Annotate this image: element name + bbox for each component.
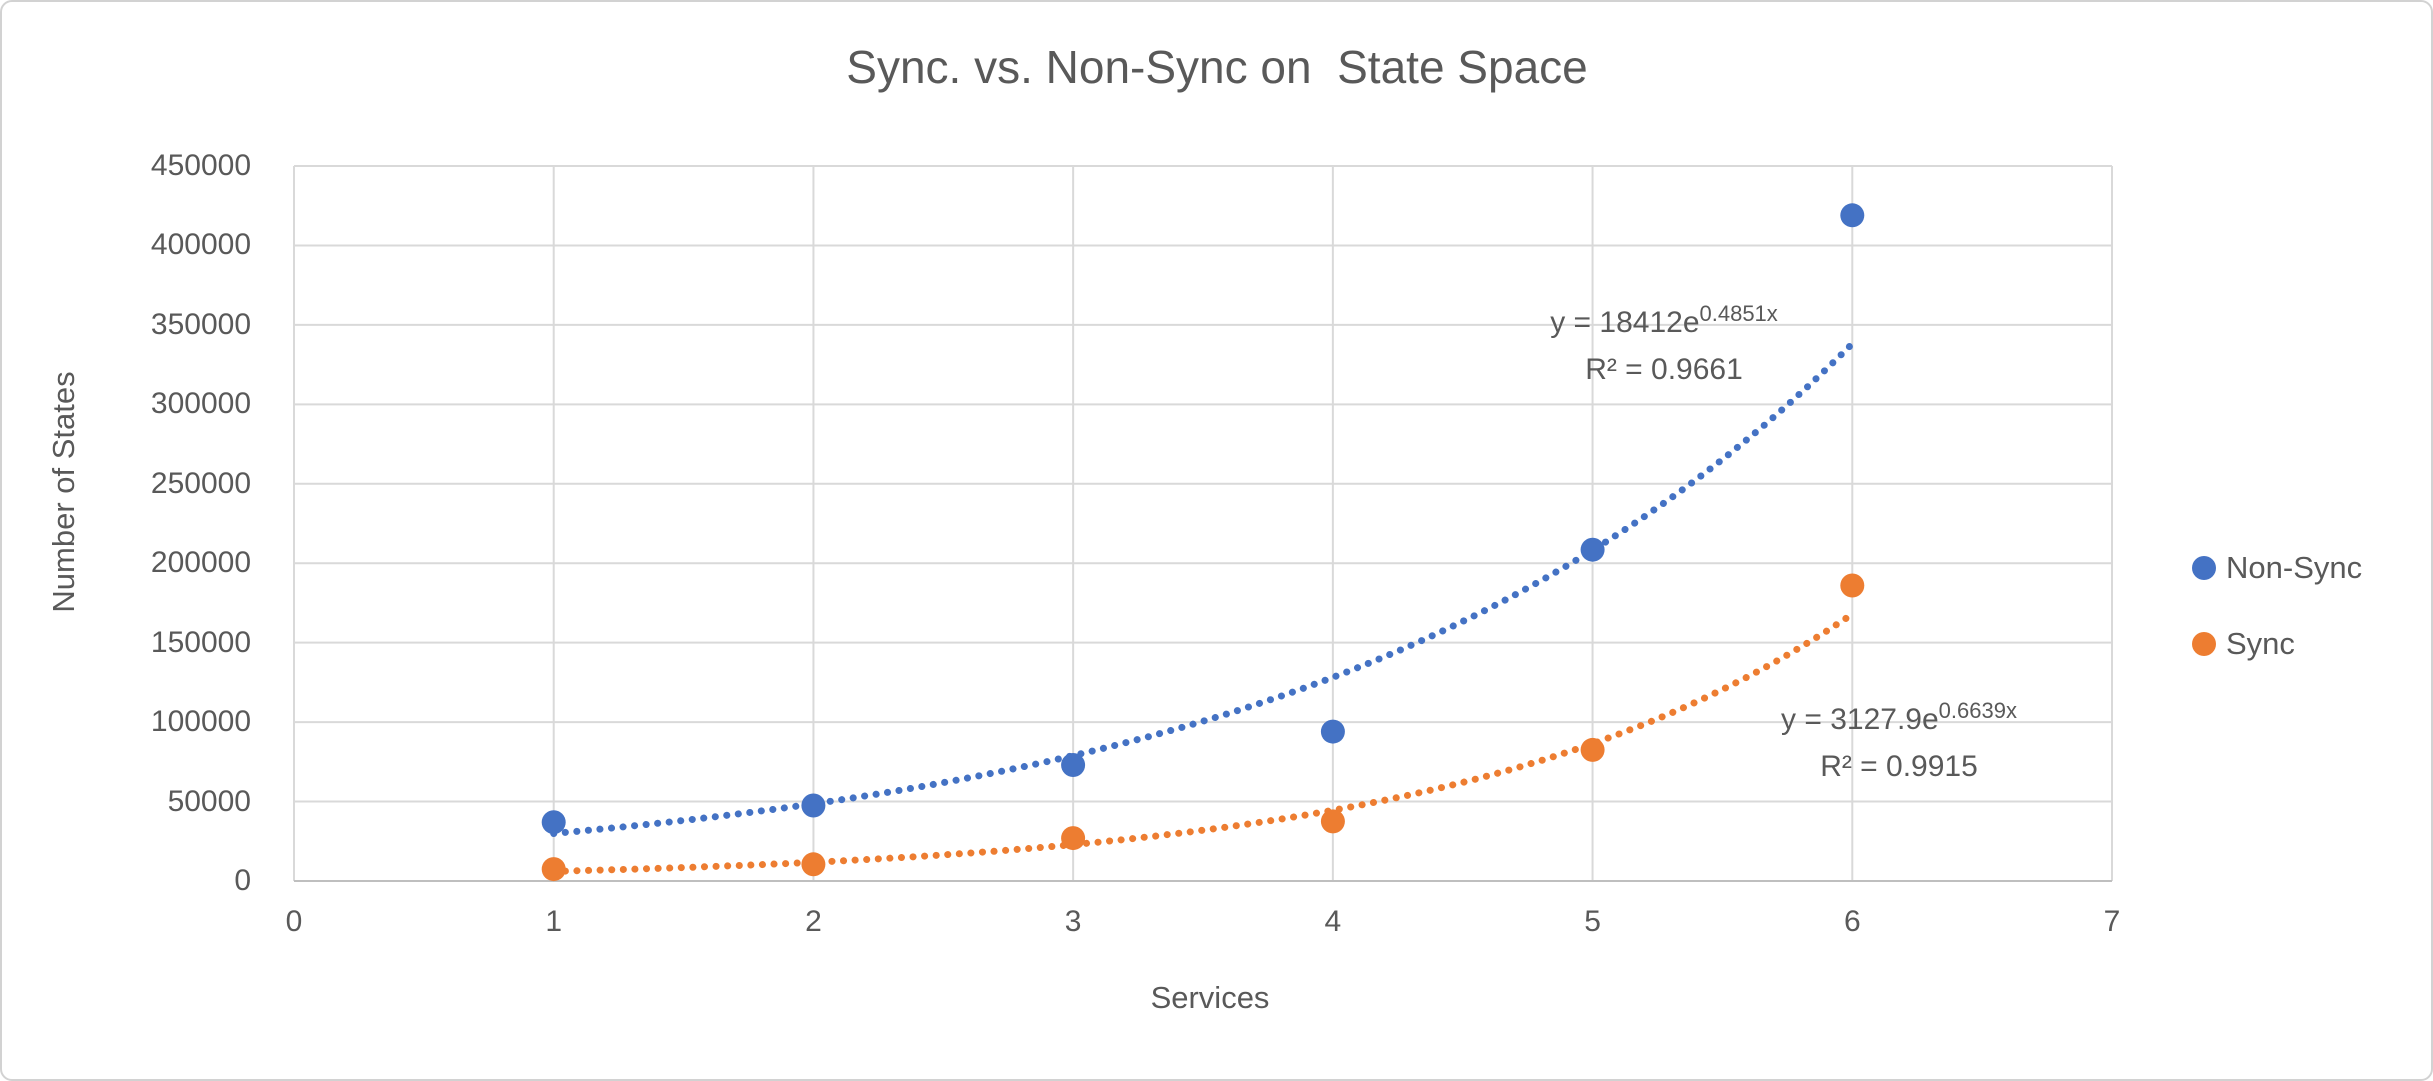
point-non-sync-x1[interactable] xyxy=(541,810,566,835)
legend-marker-sync xyxy=(2192,632,2216,656)
equation-exponent: 0.6639x xyxy=(1938,698,2017,723)
x-tick-label-5: 5 xyxy=(1584,905,1601,938)
trendline-equation-non-sync: y = 18412e0.4851x xyxy=(1550,299,1778,346)
point-sync-x6[interactable] xyxy=(1840,573,1865,598)
point-sync-x4[interactable] xyxy=(1320,809,1345,834)
equation-base: y = 18412e xyxy=(1550,306,1700,339)
y-tick-label-0: 0 xyxy=(234,864,251,897)
x-tick-label-3: 3 xyxy=(1064,905,1082,938)
y-tick-label-250000: 250000 xyxy=(150,466,251,500)
point-sync-x5[interactable] xyxy=(1580,737,1605,762)
legend-label-sync: Sync xyxy=(2226,626,2295,661)
y-tick-label-200000: 200000 xyxy=(150,546,251,580)
x-tick-label-4: 4 xyxy=(1324,905,1342,938)
y-tick-label-150000: 150000 xyxy=(150,625,251,659)
trendline-r2-non-sync: R² = 0.9661 xyxy=(1585,353,1743,386)
point-non-sync-x2[interactable] xyxy=(801,793,826,818)
y-tick-label-400000: 400000 xyxy=(150,228,251,262)
x-tick-label-6: 6 xyxy=(1843,905,1861,938)
x-tick-label-7: 7 xyxy=(2103,905,2121,938)
trendline-label-non-sync[interactable]: y = 18412e0.4851x R² = 0.9661 xyxy=(1550,299,1778,393)
y-tick-label-300000: 300000 xyxy=(150,387,251,421)
trendline-label-sync[interactable]: y = 3127.9e0.6639x R² = 0.9915 xyxy=(1781,696,2017,790)
trendline-non-sync[interactable] xyxy=(550,340,1856,837)
trendline-r2-sync: R² = 0.9915 xyxy=(1820,750,1978,783)
x-axis-title[interactable]: Services xyxy=(1150,980,1270,1015)
legend-item-non-sync[interactable]: Non-Sync xyxy=(2192,550,2362,586)
equation-base: y = 3127.9e xyxy=(1781,703,1939,736)
point-non-sync-x6[interactable] xyxy=(1840,203,1865,228)
point-non-sync-x4[interactable] xyxy=(1320,719,1345,744)
legend-marker-non-sync xyxy=(2192,556,2216,580)
point-sync-x2[interactable] xyxy=(801,852,826,877)
trendline-sync[interactable] xyxy=(550,610,1856,875)
y-tick-label-100000: 100000 xyxy=(150,705,251,739)
x-tick-label-1: 1 xyxy=(545,905,563,938)
point-sync-x1[interactable] xyxy=(541,857,566,882)
legend-label-non-sync: Non-Sync xyxy=(2226,550,2363,585)
equation-exponent: 0.4851x xyxy=(1699,301,1778,326)
point-non-sync-x3[interactable] xyxy=(1061,753,1086,777)
point-non-sync-x5[interactable] xyxy=(1580,537,1605,562)
y-tick-label-350000: 350000 xyxy=(150,307,251,341)
trendline-equation-sync: y = 3127.9e0.6639x xyxy=(1781,696,2017,743)
y-tick-label-50000: 50000 xyxy=(167,784,251,818)
y-axis-title[interactable]: Number of States xyxy=(46,371,81,613)
y-tick-label-450000: 450000 xyxy=(150,149,251,182)
x-tick-label-2: 2 xyxy=(805,905,822,938)
x-tick-label-0: 0 xyxy=(285,905,303,938)
legend-item-sync[interactable]: Sync xyxy=(2192,626,2295,662)
chart-title[interactable]: Sync. vs. Non-Sync on State Space xyxy=(846,41,1588,93)
point-sync-x3[interactable] xyxy=(1061,826,1086,851)
